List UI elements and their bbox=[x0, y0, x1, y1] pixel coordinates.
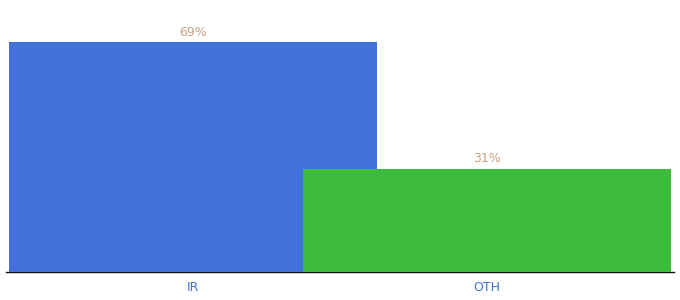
Text: 69%: 69% bbox=[179, 26, 207, 39]
Bar bbox=[303, 169, 671, 272]
Text: 31%: 31% bbox=[473, 152, 501, 165]
Bar bbox=[9, 42, 377, 272]
